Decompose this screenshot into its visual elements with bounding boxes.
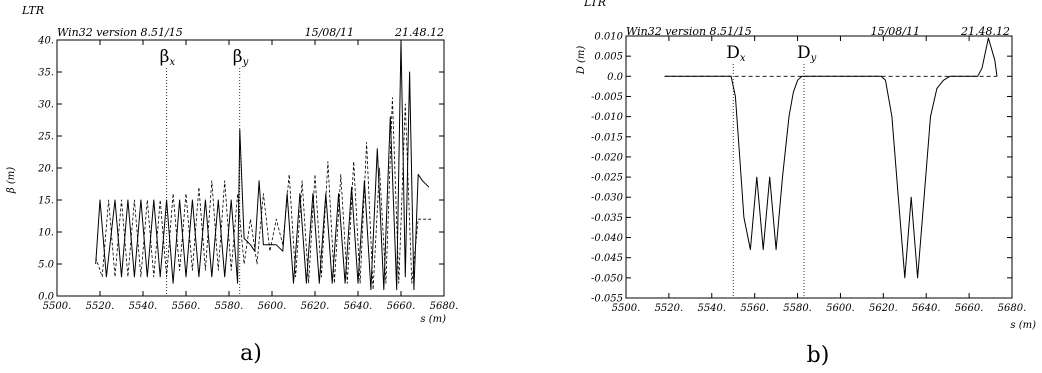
panel-b-markers: Dx Dy [726, 43, 817, 298]
panel-b-program: LTR [583, 0, 606, 9]
y-tick-label: 20. [37, 164, 54, 175]
panel-b-ylabel: D (m) [576, 46, 587, 76]
y-tick-label: 5.0 [38, 260, 55, 271]
marker-label: Dy [797, 43, 817, 64]
series-dashed-line [95, 97, 432, 291]
x-tick-label: 5600. [258, 301, 287, 312]
y-tick-label: -0.030 [591, 193, 624, 204]
marker-subscript: x [169, 57, 175, 68]
y-tick-label: -0.025 [591, 173, 623, 184]
panel-a-program: LTR [21, 4, 44, 17]
panel-b-xlabel: s (m) [1010, 320, 1036, 331]
marker-label: Dx [726, 43, 746, 64]
x-tick-label: 5660. [387, 301, 416, 312]
y-tick-label: -0.010 [591, 112, 624, 123]
y-tick-label: -0.020 [591, 152, 624, 163]
x-tick-label: 5520. [86, 301, 115, 312]
x-tick-label: 5540. [129, 301, 158, 312]
panel-a-ylabel: β (m) [6, 167, 17, 194]
panel-b-label: b) [807, 343, 830, 368]
panel-a-xlabel: s (m) [420, 314, 446, 325]
panel-a-y-axis: 0.0 5.0 10. 15. 20. 25. 30. 35. 40. [37, 36, 444, 303]
y-tick-label: 0.0 [607, 72, 624, 83]
y-tick-label: 35. [38, 68, 54, 79]
y-tick-label: 0.010 [594, 32, 623, 43]
panel-b-plot-frame [625, 35, 1013, 299]
series-solid-line [95, 39, 430, 291]
panel-b: LTR Win32 version 8.51/15 15/08/11 21.48… [576, 0, 1036, 368]
y-tick-label: 0.0 [38, 292, 55, 303]
y-tick-label: -0.035 [591, 213, 623, 224]
x-tick-label: 5640. [344, 301, 373, 312]
x-tick-label: 5500. [43, 301, 72, 312]
panel-a-plot-frame [56, 39, 445, 297]
y-tick-label: 40. [37, 36, 54, 47]
panel-b-version: Win32 version 8.51/15 [626, 25, 752, 38]
panel-a: LTR Win32 version 8.51/15 15/08/11 21.48… [6, 4, 458, 366]
x-tick-label: 5500. [612, 303, 641, 314]
x-tick-label: 5620. [301, 301, 330, 312]
panel-a-label: a) [240, 341, 262, 366]
panel-a-x-axis: 5500. 5520. 5540. 5560. 5580. 5600. 5620. 5640.… [43, 40, 459, 312]
panel-a-version: Win32 version 8.51/15 [57, 26, 183, 39]
panel-a-time: 21.48.12 [394, 26, 444, 39]
x-tick-label: 5560. [172, 301, 201, 312]
y-tick-label: -0.005 [591, 92, 623, 103]
x-tick-label: 5540. [697, 303, 726, 314]
x-tick-label: 5580. [783, 303, 812, 314]
y-tick-label: -0.015 [591, 132, 623, 143]
x-tick-label: 5580. [215, 301, 244, 312]
x-tick-label: 5560. [740, 303, 769, 314]
marker-label: βx [160, 47, 176, 68]
y-tick-label: 25. [37, 132, 54, 143]
y-tick-label: -0.055 [591, 294, 623, 305]
x-tick-label: 5620. [869, 303, 898, 314]
x-tick-label: 5660. [955, 303, 984, 314]
marker-label: βy [233, 47, 249, 68]
marker-subscript: x [740, 53, 746, 64]
y-tick-label: -0.050 [591, 273, 624, 284]
series-solid-line [664, 37, 998, 279]
panel-b-series [664, 37, 998, 279]
x-tick-label: 5640. [912, 303, 941, 314]
x-tick-label: 5520. [655, 303, 684, 314]
y-tick-label: 15. [38, 196, 54, 207]
y-tick-label: -0.040 [591, 233, 624, 244]
marker-subscript: y [242, 57, 249, 68]
panel-a-date: 15/08/11 [305, 26, 354, 39]
y-tick-label: -0.045 [591, 253, 623, 264]
panel-a-series [95, 39, 432, 291]
x-tick-label: 5680. [430, 301, 459, 312]
y-tick-label: 30. [38, 100, 54, 111]
marker-subscript: y [810, 53, 817, 64]
x-tick-label: 5600. [826, 303, 855, 314]
panel-b-x-axis: 5500. 5520. 5540. 5560. 5580. 5600. 5620. 5640.… [612, 36, 1027, 314]
x-tick-label: 5680. [998, 303, 1027, 314]
panel-b-y-axis: 0.010 0.005 0.0 -0.005 -0.010 -0.015 -0.020 -0.… [591, 32, 1012, 305]
y-tick-label: 10. [38, 228, 54, 239]
y-tick-label: 0.005 [594, 52, 623, 63]
panel-b-time: 21.48.12 [960, 25, 1010, 38]
panel-b-date: 15/08/11 [871, 25, 920, 38]
